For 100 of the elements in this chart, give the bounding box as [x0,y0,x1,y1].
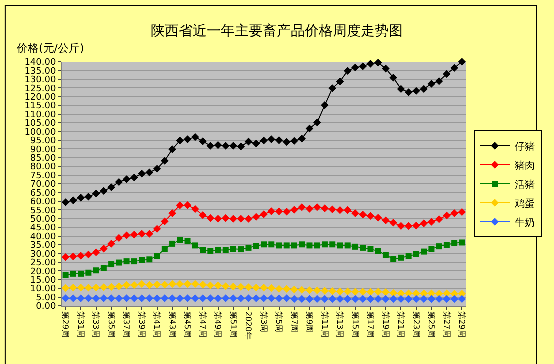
point [390,295,398,304]
point [413,251,420,258]
point [268,136,276,144]
point [138,230,146,238]
point [344,295,352,304]
point [450,210,458,218]
point [84,294,93,302]
point [420,85,428,94]
point [176,280,184,288]
y-tick-label: 10.00 [30,284,56,295]
point [130,174,138,182]
point [92,190,100,198]
point [412,87,420,96]
point [222,282,230,290]
point [450,64,458,72]
x-tick-label: 第43周 [168,312,177,338]
point [368,246,374,252]
x-tick-label: 第47周 [198,312,208,338]
point [176,294,184,302]
point [344,67,352,75]
point [100,294,108,302]
point [192,242,198,249]
point [176,202,184,210]
point [168,210,176,218]
point [366,212,375,220]
point [108,184,116,192]
point [290,286,298,294]
point [77,252,85,260]
legend-label: 仔猪 [515,140,536,153]
point [443,295,451,304]
point [366,60,375,68]
point [252,284,260,292]
legend-label: 鸡蛋 [514,198,536,210]
point [77,194,85,202]
point [214,294,222,302]
point [390,218,398,227]
point [352,64,360,72]
point [230,142,238,150]
point [92,284,100,292]
y-tick-label: 105.00 [24,119,56,130]
point [246,244,252,251]
point [184,202,192,210]
point [313,295,322,304]
point [70,270,76,277]
point [306,242,313,249]
point [206,282,215,290]
point [268,242,275,248]
point [352,295,360,304]
point [62,294,70,302]
point [374,295,382,304]
point [199,294,207,302]
y-tick-label: 60.00 [30,198,56,208]
point [153,294,162,302]
point [146,294,154,302]
x-tick-label: 第9周 [305,312,314,333]
point [328,206,336,214]
point [199,138,207,146]
point [237,283,246,292]
point [184,136,192,144]
point [222,247,229,254]
point [366,288,375,296]
point [328,84,336,92]
point [459,240,466,246]
point [298,286,306,294]
point [170,240,176,247]
point [168,294,176,302]
point [115,234,124,242]
y-tick-label: 15.00 [30,276,56,286]
point [77,294,85,302]
point [313,286,322,294]
point [275,208,284,216]
point [321,287,329,295]
point [100,284,108,292]
legend-label: 牛奶 [515,216,536,229]
point [458,295,466,304]
point [168,146,176,154]
point [84,193,93,201]
point [161,218,169,226]
x-tick-label: 第33周 [92,312,101,338]
x-tick-label: 第13周 [336,312,345,338]
point [390,74,398,82]
x-tick-label: 第45周 [183,312,192,338]
point [313,118,322,127]
point [161,281,169,289]
y-tick-label: 95.00 [30,136,56,147]
point [330,242,336,248]
point [374,288,382,296]
point [352,210,360,218]
y-tick-label: 120.00 [24,93,56,104]
point [291,242,298,249]
point [253,243,260,250]
point [153,165,162,173]
point [206,142,215,150]
x-tick-label: 第35周 [106,312,116,338]
chart-title: 陕西省近一年主要畜产品价格周度走势图 [151,22,403,40]
x-tick-label: 第21周 [396,312,406,338]
point [428,246,435,252]
legend-label: 活猪 [515,178,536,191]
point [86,270,92,276]
point [184,280,192,288]
